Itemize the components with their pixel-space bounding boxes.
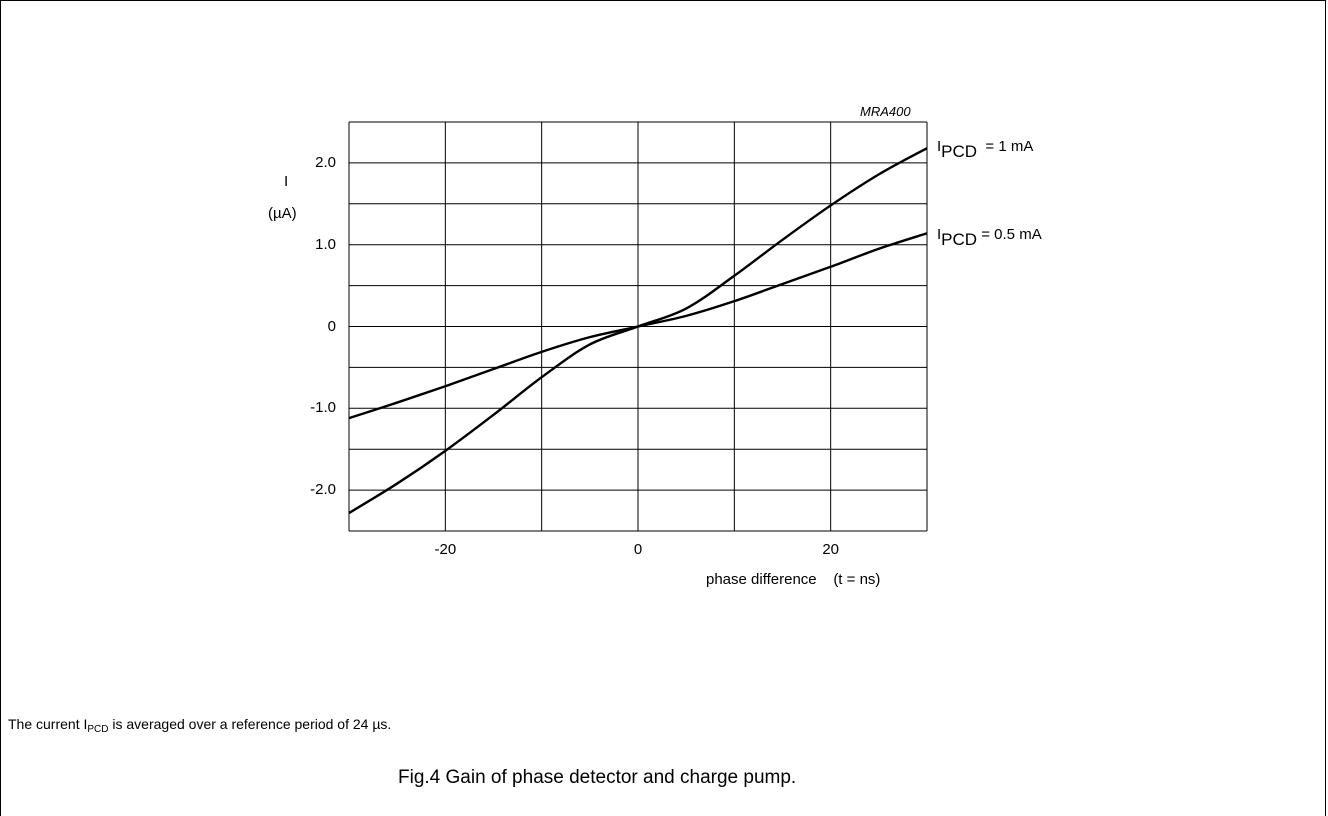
series-label-main: I (937, 138, 942, 155)
series-label-05ma: IPCD = 0.5 mA (937, 224, 1042, 249)
y-tick-label: -2.0 (310, 481, 336, 499)
footnote-text-start: The current I (8, 716, 88, 732)
x-axis-title: phase difference (706, 571, 817, 588)
footnote-text-end: is averaged over a reference period of 2… (108, 716, 392, 732)
x-axis-unit: (t = ns) (833, 571, 881, 588)
series-line-1 (348, 232, 928, 420)
y-axis-label: I (284, 173, 289, 190)
series-label-rest: = 0.5 mA (981, 226, 1042, 243)
series-label-main: I (937, 226, 942, 243)
footnote-subscript: PCD (87, 724, 109, 735)
series-label-sub: PCD (941, 142, 978, 161)
y-tick-label: 0 (327, 317, 336, 335)
series-label-rest: = 1 mA (985, 138, 1034, 155)
y-tick-label: 2.0 (315, 153, 336, 171)
x-tick-label: 0 (633, 541, 643, 558)
figure-caption: Fig.4 Gain of phase detector and charge … (398, 767, 797, 788)
series-label-1ma: IPCD = 1 mA (937, 136, 1034, 161)
y-tick-label: -1.0 (310, 399, 336, 417)
series-label-sub: PCD (941, 230, 978, 249)
x-tick-label: -20 (434, 541, 457, 558)
y-tick-label: 1.0 (315, 235, 336, 253)
footnote: The current IPCD is averaged over a refe… (8, 716, 392, 735)
x-tick-label: 20 (822, 541, 839, 558)
y-axis-unit: (µA) (268, 205, 297, 222)
figure-code: MRA400 (860, 104, 911, 119)
x-axis-label: phase difference (t = ns) (706, 571, 880, 588)
